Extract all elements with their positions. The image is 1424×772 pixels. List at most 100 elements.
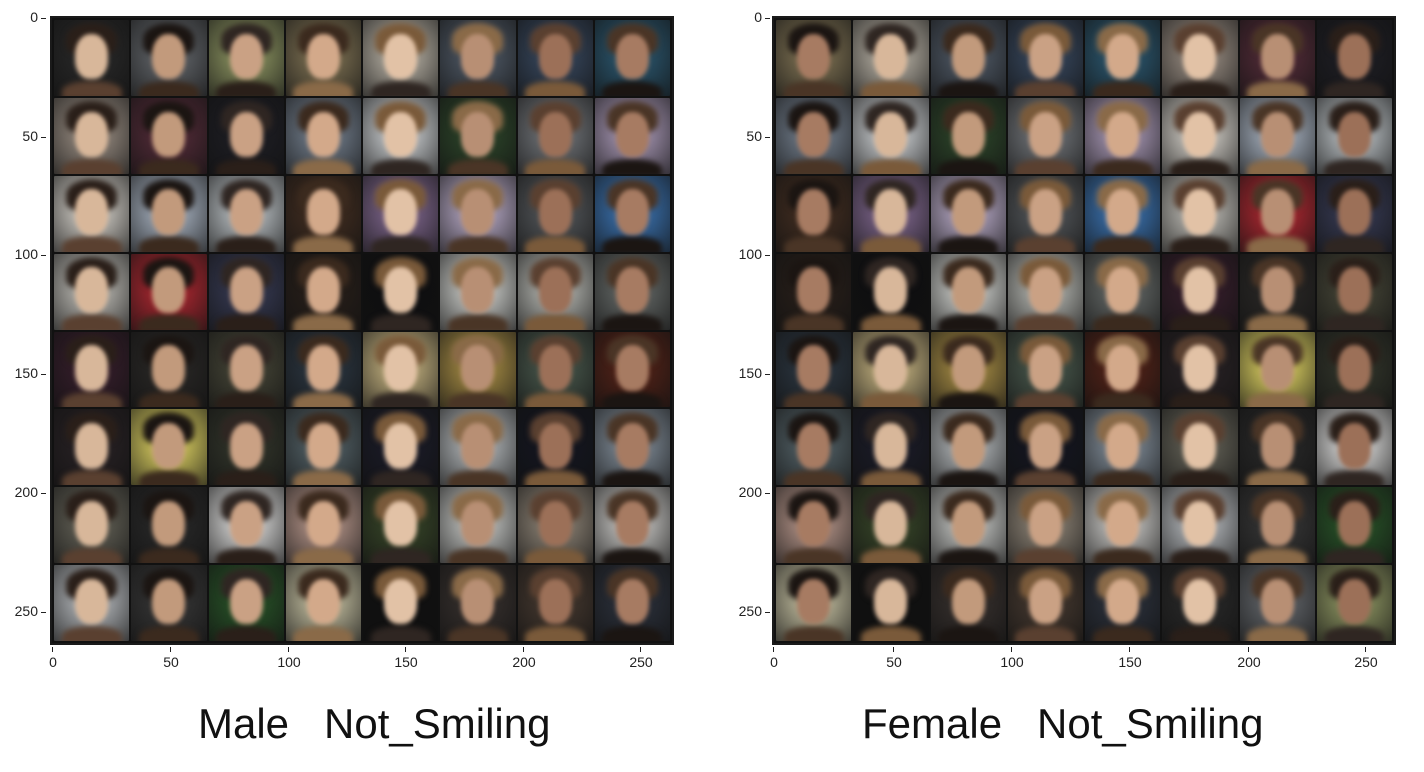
face-thumbnail [853, 20, 929, 96]
female-not-smiling-panel: 0 50 100 150 200 250 0 50 100 150 200 25… [720, 0, 1420, 690]
face-thumbnail [1007, 409, 1083, 486]
female-face-grid-image [772, 16, 1396, 645]
face-thumbnail [1085, 20, 1161, 96]
face-thumbnail [930, 20, 1006, 96]
x-tick-250: 250 [621, 647, 661, 670]
face-thumbnail [1007, 331, 1083, 408]
face-thumbnail [1316, 409, 1392, 486]
face-thumbnail [131, 253, 207, 330]
face-thumbnail [930, 487, 1006, 564]
face-thumbnail [285, 565, 361, 641]
face-thumbnail [54, 175, 130, 252]
face-thumbnail [54, 20, 130, 96]
face-thumbnail [853, 331, 929, 408]
face-thumbnail [517, 409, 593, 486]
face-thumbnail [517, 97, 593, 174]
face-thumbnail [1085, 409, 1161, 486]
female-not-smiling-caption: Female Not_Smiling [862, 700, 1264, 747]
face-thumbnail [1316, 565, 1392, 641]
face-thumbnail [1085, 331, 1161, 408]
face-thumbnail [1007, 175, 1083, 252]
face-thumbnail [517, 253, 593, 330]
y-tick-50: 50 [722, 128, 770, 144]
face-thumbnail [594, 20, 670, 96]
face-thumbnail [285, 97, 361, 174]
face-thumbnail [208, 487, 284, 564]
face-thumbnail [594, 175, 670, 252]
face-thumbnail [1085, 565, 1161, 641]
face-thumbnail [131, 487, 207, 564]
face-thumbnail [363, 331, 439, 408]
face-thumbnail [363, 409, 439, 486]
face-thumbnail [208, 565, 284, 641]
face-thumbnail [285, 409, 361, 486]
face-thumbnail [363, 175, 439, 252]
face-thumbnail [1162, 20, 1238, 96]
face-thumbnail [54, 253, 130, 330]
x-tick-0: 0 [33, 647, 73, 670]
x-tick-200: 200 [1229, 647, 1269, 670]
face-thumbnail [930, 409, 1006, 486]
x-tick-150: 150 [1110, 647, 1150, 670]
face-thumbnail [776, 20, 852, 96]
face-thumbnail [440, 97, 516, 174]
face-thumbnail [54, 487, 130, 564]
face-thumbnail [594, 565, 670, 641]
face-thumbnail [1162, 175, 1238, 252]
face-thumbnail [776, 565, 852, 641]
y-tick-150: 150 [0, 365, 46, 381]
y-tick-150: 150 [722, 365, 770, 381]
face-thumbnail [853, 253, 929, 330]
face-thumbnail [131, 175, 207, 252]
face-thumbnail [776, 175, 852, 252]
face-thumbnail [54, 331, 130, 408]
face-thumbnail [517, 487, 593, 564]
male-not-smiling-caption: Male Not_Smiling [198, 700, 551, 747]
face-thumbnail [285, 175, 361, 252]
face-thumbnail [1162, 487, 1238, 564]
face-thumbnail [1239, 409, 1315, 486]
y-tick-100: 100 [722, 246, 770, 262]
face-thumbnail [54, 97, 130, 174]
face-thumbnail [285, 253, 361, 330]
face-thumbnail [853, 565, 929, 641]
face-thumbnail [1007, 487, 1083, 564]
face-thumbnail [285, 487, 361, 564]
face-thumbnail [208, 97, 284, 174]
face-thumbnail [853, 97, 929, 174]
face-thumbnail [1239, 253, 1315, 330]
face-thumbnail [1239, 20, 1315, 96]
y-tick-200: 200 [0, 484, 46, 500]
face-thumbnail [776, 331, 852, 408]
male-face-grid-image [50, 16, 674, 645]
face-thumbnail [1162, 565, 1238, 641]
x-tick-50: 50 [874, 647, 914, 670]
y-tick-0: 0 [0, 9, 46, 25]
face-thumbnail [131, 20, 207, 96]
y-tick-250: 250 [0, 603, 46, 619]
face-thumbnail [131, 97, 207, 174]
face-thumbnail [776, 409, 852, 486]
face-thumbnail [440, 20, 516, 96]
face-thumbnail [1239, 487, 1315, 564]
face-thumbnail [54, 409, 130, 486]
face-thumbnail [1085, 97, 1161, 174]
face-thumbnail [1239, 97, 1315, 174]
y-tick-250: 250 [722, 603, 770, 619]
face-thumbnail [930, 331, 1006, 408]
face-thumbnail [853, 409, 929, 486]
face-thumbnail [1316, 175, 1392, 252]
face-thumbnail [1007, 565, 1083, 641]
x-tick-0: 0 [754, 647, 794, 670]
face-thumbnail [930, 97, 1006, 174]
face-thumbnail [208, 253, 284, 330]
face-thumbnail [517, 565, 593, 641]
x-tick-150: 150 [386, 647, 426, 670]
face-thumbnail [1085, 253, 1161, 330]
face-thumbnail [440, 253, 516, 330]
y-tick-200: 200 [722, 484, 770, 500]
face-thumbnail [1007, 97, 1083, 174]
x-tick-250: 250 [1346, 647, 1386, 670]
face-thumbnail [594, 487, 670, 564]
face-thumbnail [517, 331, 593, 408]
